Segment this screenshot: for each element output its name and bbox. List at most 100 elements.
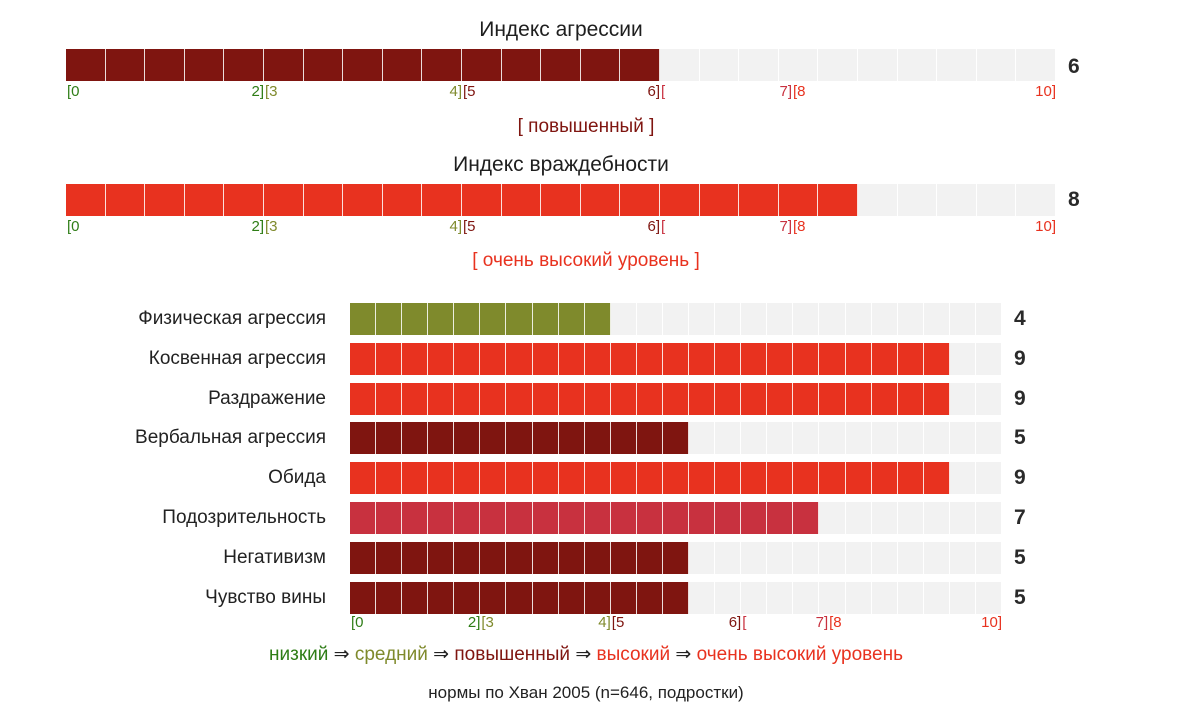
index-value: 8 (1068, 188, 1080, 211)
subscale-bar-cell (923, 541, 950, 574)
index-bar-cell (462, 49, 502, 81)
legend: низкий ⇒ средний ⇒ повышенный ⇒ высокий … (269, 643, 903, 666)
subscale-bar-cell (428, 422, 455, 455)
index-bar-cell (976, 49, 1017, 81)
index-bar-cell (778, 184, 819, 216)
subscale-bar-cell (897, 382, 924, 415)
subscale-bar-cell (871, 541, 898, 574)
subscale-bar-cell (454, 342, 481, 375)
subscale-bar-cell (975, 581, 1002, 614)
index-tick-label: 7] (779, 218, 792, 235)
subscale-bar-cell (480, 303, 507, 335)
legend-item: средний (354, 644, 428, 665)
subscale-bar-cell (610, 342, 637, 375)
subscale-bar-cell (584, 422, 611, 455)
subscale-bar-cell (767, 422, 794, 455)
subscale-bar-cell (610, 541, 637, 574)
subscale-bar-cell (871, 382, 898, 415)
subscale-bar-cell (584, 303, 611, 335)
subscale-bar-cell (897, 581, 924, 614)
subscale-bar-cell (584, 502, 611, 534)
subscale-tick-label: [0 (351, 614, 364, 631)
subscale-bar-cell (454, 541, 481, 574)
index-bar-cell (976, 184, 1017, 216)
index-tick-label: 10] (1035, 83, 1056, 100)
subscale-bar-cell (793, 541, 820, 574)
subscale-bar-cell (845, 462, 872, 495)
index-value: 6 (1068, 55, 1080, 78)
subscale-label: Чувство вины (205, 586, 326, 608)
subscale-bar-cell (480, 342, 507, 375)
index-bar-cell (1016, 184, 1056, 216)
subscale-bar-cell (871, 342, 898, 375)
subscale-label: Вербальная агрессия (135, 427, 326, 449)
index-bar-cell (580, 184, 621, 216)
subscale-bar-cell (923, 462, 950, 495)
subscale-bar-cell (636, 303, 663, 335)
subscale-value: 9 (1014, 466, 1026, 490)
subscale-bar-cell (506, 382, 533, 415)
index-bar-cell (184, 49, 225, 81)
subscale-bar-cell (975, 382, 1002, 415)
index-bar-cell (382, 184, 423, 216)
index-tick-label: 2] (251, 218, 264, 235)
index-bar-cell (937, 49, 977, 81)
chart-title: Индекс агрессии (479, 18, 643, 41)
subscale-bar-cell (845, 342, 872, 375)
subscale-bar-cell (428, 342, 455, 375)
subscale-bar-cell (845, 541, 872, 574)
index-tick-label: 4] (449, 83, 462, 100)
subscale-label: Раздражение (208, 387, 326, 409)
subscale-bar-cell (402, 462, 429, 495)
subscale-bar-cell (715, 462, 742, 495)
subscale-bar-cell (558, 502, 585, 534)
index-tick-label: [8 (793, 83, 806, 100)
index-bar-cell (224, 49, 264, 81)
subscale-bar-cell (350, 303, 377, 335)
subscale-bar-cell (532, 342, 559, 375)
subscale-bar-cell (376, 382, 403, 415)
subscale-bar-cell (610, 303, 637, 335)
subscale-bar-cell (793, 303, 820, 335)
subscale-tick-label: 10] (981, 614, 1002, 631)
subscale-bar-cell (949, 422, 976, 455)
index-tick-label: [8 (793, 218, 806, 235)
subscale-bar-cell (819, 462, 846, 495)
subscale-bar-cell (897, 502, 924, 534)
subscale-bar-cell (636, 541, 663, 574)
subscale-bar-cell (689, 342, 716, 375)
subscale-bar-cell (532, 382, 559, 415)
subscale-bar-cell (662, 342, 690, 375)
subscale-bar-cell (506, 303, 533, 335)
subscale-bar-cell (767, 502, 794, 534)
subscale-bar-cell (923, 342, 950, 375)
subscale-bar-cell (428, 382, 455, 415)
subscale-bar-cell (871, 581, 898, 614)
index-bar-cell (184, 184, 225, 216)
legend-item: высокий (596, 644, 671, 665)
index-bar-cell (105, 184, 146, 216)
index-bar-cell (422, 49, 462, 81)
index-bar-cell (264, 184, 304, 216)
index-bar-cell (462, 184, 502, 216)
index-bar-cell (145, 49, 185, 81)
subscale-bar-cell (949, 541, 976, 574)
index-bar-cell (897, 184, 938, 216)
subscale-label: Негативизм (223, 546, 326, 568)
index-bar-cell (501, 49, 542, 81)
legend-arrow: ⇒ (570, 644, 597, 665)
subscale-bar-cell (897, 462, 924, 495)
subscale-bar-cell (454, 382, 481, 415)
subscale-bar-cell (610, 382, 637, 415)
subscale-bar-cell (350, 422, 377, 455)
index-tick-label: 6] (647, 218, 660, 235)
subscale-bar-cell (558, 342, 585, 375)
subscale-bar-cell (923, 502, 950, 534)
subscale-bar-cell (897, 541, 924, 574)
index-tick-label: 7] (779, 83, 792, 100)
subscale-bar-cell (741, 581, 768, 614)
subscale-bar-cell (975, 541, 1002, 574)
subscale-bar-cell (949, 342, 976, 375)
index-bar-cell (303, 49, 344, 81)
subscale-bar-cell (584, 382, 611, 415)
